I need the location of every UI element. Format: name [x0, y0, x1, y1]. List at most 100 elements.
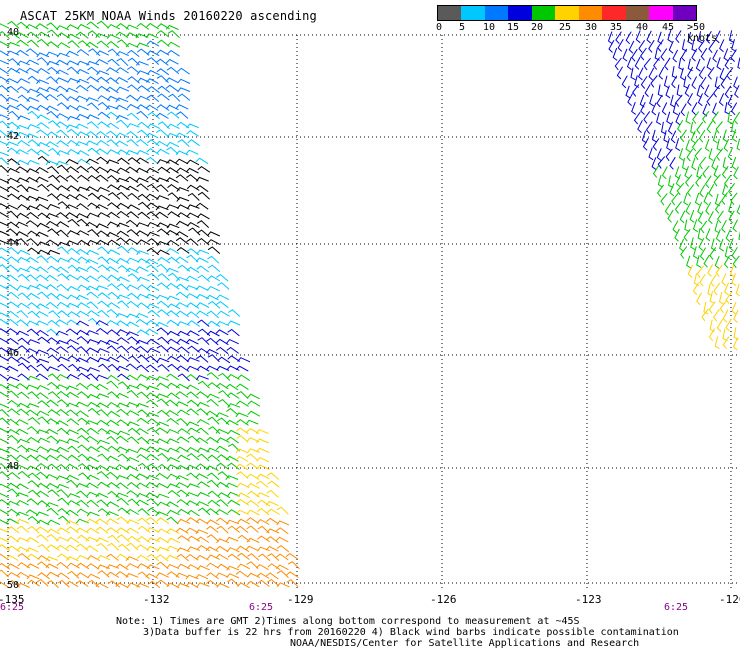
wind-barb-290: [55, 160, 69, 166]
wind-barb-1426: [255, 563, 269, 571]
wind-barb-151: [36, 93, 49, 101]
wind-barb-1580: [649, 93, 655, 107]
wind-barb-1541: [737, 57, 740, 70]
wind-barb-506: [97, 246, 110, 255]
wind-barb-131: [26, 88, 40, 94]
wind-barb-696: [176, 321, 190, 327]
wind-barb-56: [16, 49, 29, 57]
wind-barb-1360: [187, 546, 200, 552]
wind-barb-1094: [77, 463, 91, 471]
wind-barb-1262: [76, 518, 89, 524]
wind-barb-941: [146, 412, 159, 418]
wind-barb-384: [156, 195, 170, 200]
wind-barb-1703: [697, 211, 704, 225]
wind-barb-183: [165, 104, 179, 111]
wind-barb-87: [146, 57, 160, 65]
wind-barb-1737: [723, 255, 731, 269]
wind-barb-813: [136, 364, 150, 373]
wind-barb-1060: [6, 454, 19, 462]
wind-barb-558: [177, 264, 191, 272]
wind-barb-1501: [714, 30, 721, 44]
wind-barb-1686: [683, 192, 689, 206]
wind-barb-1398: [275, 553, 289, 561]
wind-barb-1350: [85, 545, 99, 553]
wind-barb-1450: [195, 574, 209, 580]
wind-barb-1293: [95, 526, 109, 534]
wind-barb-850: [6, 383, 19, 389]
wind-barb-820: [205, 365, 219, 371]
wind-barb-1: [7, 20, 20, 29]
wind-barb-1480: [196, 582, 210, 588]
wind-barb-1556: [640, 76, 648, 89]
wind-barb-66: [116, 50, 129, 57]
wind-barb-961: [85, 420, 99, 425]
wind-barb-697: [187, 320, 201, 327]
wind-barb-748: [215, 338, 229, 346]
wind-barb-1224: [265, 500, 279, 507]
wind-barb-657: [27, 310, 40, 319]
wind-barb-44: [77, 40, 91, 48]
wind-swath-left: [0, 20, 300, 589]
wind-barb-720: [176, 330, 190, 337]
wind-barb-842: [177, 373, 190, 382]
wind-barb-387: [187, 192, 200, 201]
wind-barb-1187: [176, 489, 190, 497]
wind-barb-227: [25, 133, 39, 139]
wind-barb-967: [147, 418, 161, 426]
wind-barb-1546: [658, 66, 665, 80]
wind-barb-365: [176, 186, 190, 192]
wind-barb-1150: [85, 482, 99, 489]
wind-barb-530: [116, 257, 130, 264]
wind-barb-1296: [126, 527, 140, 534]
wind-barb-211: [65, 124, 79, 130]
wind-barb-1505: [628, 40, 635, 54]
wind-barb-1672: [695, 174, 703, 187]
wind-barb-752: [17, 345, 30, 353]
wind-barb-1456: [256, 572, 270, 579]
wind-barb-1618: [706, 120, 713, 134]
wind-barb-1545: [648, 67, 655, 81]
wind-barb-1693: [674, 201, 682, 214]
wind-barb-726: [0, 337, 10, 344]
wind-barb-1309: [257, 525, 270, 534]
wind-barb-1414: [137, 563, 151, 569]
wind-barb-817: [176, 365, 190, 372]
wind-barb-1294: [106, 527, 120, 534]
wind-barb-1494: [646, 30, 652, 44]
wind-barb-1704: [707, 211, 714, 224]
wind-barb-703: [6, 328, 19, 335]
wind-barb-158: [107, 95, 120, 101]
wind-barb-502: [57, 246, 70, 255]
wind-barb-1185: [156, 493, 170, 499]
wind-barb-1019: [137, 436, 150, 445]
wind-barb-1584: [687, 93, 693, 106]
wind-barb-1509: [668, 40, 674, 54]
wind-barb-1087: [5, 464, 19, 470]
wind-barb-733: [66, 338, 80, 345]
wind-barb-908: [75, 401, 89, 407]
wind-barb-1366: [245, 545, 259, 552]
wind-barb-1554: [621, 75, 628, 89]
wind-barb-55: [6, 50, 20, 56]
wind-barb-232: [76, 131, 90, 137]
wind-barb-1081: [217, 454, 230, 461]
wind-barb-1003: [246, 427, 260, 435]
wind-barb-270: [56, 150, 70, 155]
wind-barb-165: [177, 93, 191, 101]
wind-barb-1119: [56, 475, 69, 481]
wind-barb-261: [166, 141, 180, 148]
wind-barb-612: [37, 291, 50, 300]
wind-barb-1430: [0, 569, 9, 578]
wind-barb-1602: [656, 112, 662, 126]
wind-barb-1128: [146, 474, 159, 480]
wind-barb-1165: [236, 482, 250, 489]
wind-barb-1177: [76, 490, 89, 499]
wind-barb-1196: [266, 489, 279, 498]
wind-barb-1326: [137, 535, 150, 543]
wind-barb-1466: [57, 579, 70, 588]
wind-barb-571: [86, 275, 99, 282]
wind-barb-52: [157, 39, 170, 47]
wind-barb-838: [137, 374, 151, 380]
wind-barb-325: [197, 165, 211, 173]
wind-barb-1404: [37, 561, 50, 569]
